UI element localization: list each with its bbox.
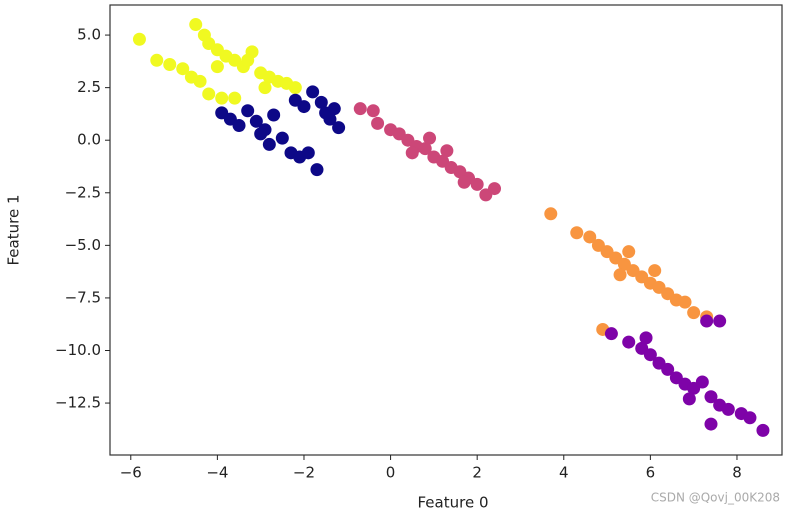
scatter-point — [713, 314, 727, 328]
x-tick-label: 6 — [646, 464, 656, 482]
y-tick-label: −5.0 — [65, 236, 101, 254]
scatter-point — [241, 53, 255, 67]
scatter-point — [661, 362, 675, 376]
scatter-point — [743, 411, 757, 425]
scatter-point — [189, 18, 203, 32]
scatter-point — [457, 175, 471, 189]
x-tick-label: 0 — [386, 464, 396, 482]
scatter-point — [639, 331, 653, 345]
scatter-point — [163, 58, 177, 72]
y-tick-label: 5.0 — [77, 26, 101, 44]
scatter-point — [262, 137, 276, 151]
x-tick-label: −2 — [293, 464, 315, 482]
y-tick-label: −10.0 — [55, 341, 101, 359]
scatter-point — [682, 392, 696, 406]
y-axis-label: Feature 1 — [5, 195, 23, 266]
scatter-point — [695, 375, 709, 389]
scatter-point — [643, 348, 657, 362]
scatter-point — [648, 264, 662, 278]
x-tick-label: −6 — [120, 464, 142, 482]
scatter-point — [210, 60, 224, 74]
scatter-point — [418, 142, 432, 156]
scatter-point — [622, 335, 636, 349]
scatter-point — [353, 102, 367, 116]
x-axis-label: Feature 0 — [418, 494, 489, 512]
scatter-point — [687, 306, 701, 320]
scatter-point — [254, 127, 268, 141]
scatter-point — [288, 81, 302, 95]
scatter-point — [366, 104, 380, 118]
scatter-point — [371, 116, 385, 130]
scatter-point — [678, 295, 692, 309]
watermark: CSDN @Qovj_00K208 — [651, 491, 780, 505]
scatter-point — [184, 70, 198, 84]
scatter-point — [332, 121, 346, 135]
x-tick-label: −4 — [206, 464, 228, 482]
scatter-point — [487, 182, 501, 196]
scatter-point — [267, 108, 281, 122]
y-tick-label: 2.5 — [77, 78, 101, 96]
scatter-point — [613, 268, 627, 282]
scatter-point — [306, 85, 320, 99]
scatter-point — [314, 95, 328, 109]
scatter-point — [249, 114, 263, 128]
y-tick-label: −12.5 — [55, 394, 101, 412]
scatter-point — [258, 81, 272, 95]
scatter-point — [241, 104, 255, 118]
scatter-point — [704, 390, 718, 404]
scatter-point — [704, 417, 718, 431]
scatter-point — [440, 144, 454, 158]
scatter-point — [176, 62, 190, 76]
y-tick-label: 0.0 — [77, 131, 101, 149]
scatter-point — [544, 207, 558, 221]
scatter-point — [232, 118, 246, 132]
scatter-point — [700, 314, 714, 328]
scatter-point — [756, 423, 770, 437]
scatter-point — [301, 146, 315, 160]
scatter-point — [721, 402, 735, 416]
scatter-point — [310, 163, 324, 177]
scatter-point — [405, 146, 419, 160]
scatter-point — [275, 131, 289, 145]
x-tick-label: 2 — [472, 464, 482, 482]
scatter-point — [470, 177, 484, 191]
y-tick-label: −2.5 — [65, 183, 101, 201]
scatter-point — [570, 226, 584, 240]
scatter-point — [327, 102, 341, 116]
scatter-point — [150, 53, 164, 67]
scatter-point — [202, 87, 216, 101]
scatter-point — [132, 32, 146, 46]
y-tick-label: −7.5 — [65, 288, 101, 306]
scatter-point — [583, 230, 597, 244]
scatter-point — [622, 245, 636, 259]
scatter-point — [423, 131, 437, 145]
scatter-point — [215, 91, 229, 105]
scatter-point — [288, 93, 302, 107]
x-tick-label: 8 — [732, 464, 742, 482]
scatter-point — [228, 91, 242, 105]
plot-frame — [109, 4, 783, 456]
x-tick-label: 4 — [559, 464, 569, 482]
scatter-point — [604, 327, 618, 341]
